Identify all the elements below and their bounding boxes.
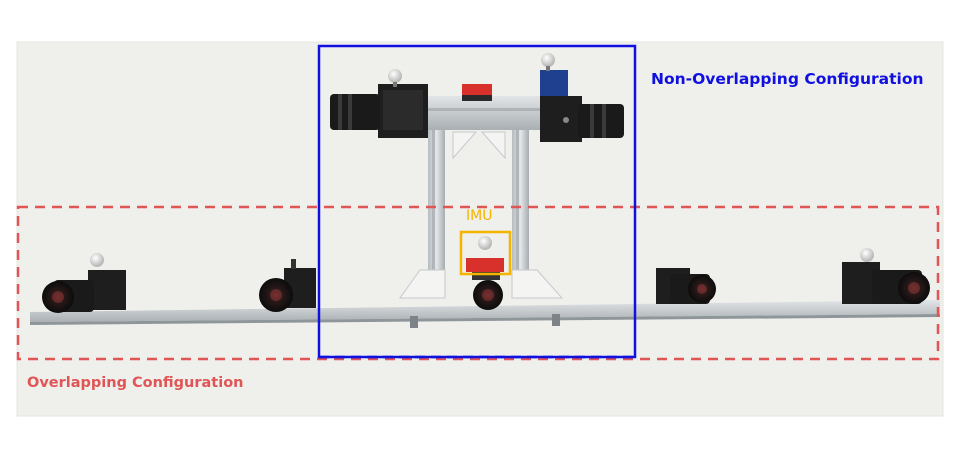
camera-icon (842, 262, 930, 304)
reflective-marker-icon (388, 69, 402, 83)
aluminum-frame-icon (399, 96, 564, 299)
imu-box (459, 230, 512, 276)
overlapping-label: Overlapping Configuration (27, 375, 244, 391)
reflective-marker-icon (90, 253, 104, 267)
reflective-marker-icon (541, 53, 555, 67)
camera-icon (330, 84, 428, 138)
top-sensor (462, 84, 492, 96)
camera-icon (259, 259, 316, 312)
camera-icon (656, 268, 716, 304)
reflective-marker-icon (478, 236, 492, 250)
non-overlapping-box (317, 44, 637, 359)
imu-sensor (466, 258, 504, 310)
reflective-marker-icon (860, 248, 874, 262)
camera-icon (540, 70, 624, 142)
non-overlapping-label: Non-Overlapping Configuration (651, 70, 924, 88)
camera-icon (42, 270, 126, 313)
overlapping-box (16, 205, 940, 361)
rail (30, 300, 940, 328)
imu-label: IMU (466, 208, 493, 224)
